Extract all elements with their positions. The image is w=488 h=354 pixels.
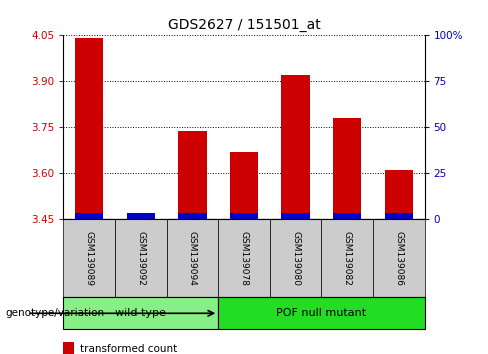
Bar (63, 342, 74, 354)
Bar (230, 152, 258, 219)
Text: GSM139089: GSM139089 (85, 231, 94, 286)
Bar (333, 118, 362, 219)
Bar (385, 170, 413, 219)
Bar (333, 213, 362, 219)
Text: transformed count: transformed count (80, 344, 177, 354)
Bar (218, 219, 270, 297)
Bar (270, 219, 322, 297)
Text: GSM139082: GSM139082 (343, 231, 352, 286)
Text: GSM139078: GSM139078 (240, 231, 248, 286)
Bar (230, 213, 258, 219)
Text: GSM139094: GSM139094 (188, 231, 197, 286)
Bar (75, 39, 103, 219)
Bar (115, 219, 166, 297)
Bar (63, 219, 115, 297)
Bar (75, 213, 103, 219)
Text: wild type: wild type (115, 308, 166, 318)
Text: genotype/variation: genotype/variation (5, 308, 104, 318)
Text: GSM139080: GSM139080 (291, 231, 300, 286)
Bar (63, 297, 218, 329)
Bar (178, 131, 206, 219)
Bar (385, 213, 413, 219)
Text: POF null mutant: POF null mutant (276, 308, 366, 318)
Bar (178, 213, 206, 219)
Text: GSM139086: GSM139086 (394, 231, 403, 286)
Bar (218, 297, 425, 329)
Text: GSM139092: GSM139092 (136, 231, 145, 286)
Bar (282, 75, 310, 219)
Bar (127, 216, 155, 219)
Bar (322, 219, 373, 297)
Title: GDS2627 / 151501_at: GDS2627 / 151501_at (167, 18, 321, 32)
Bar (282, 213, 310, 219)
Bar (373, 219, 425, 297)
Bar (127, 213, 155, 219)
Bar (166, 219, 218, 297)
